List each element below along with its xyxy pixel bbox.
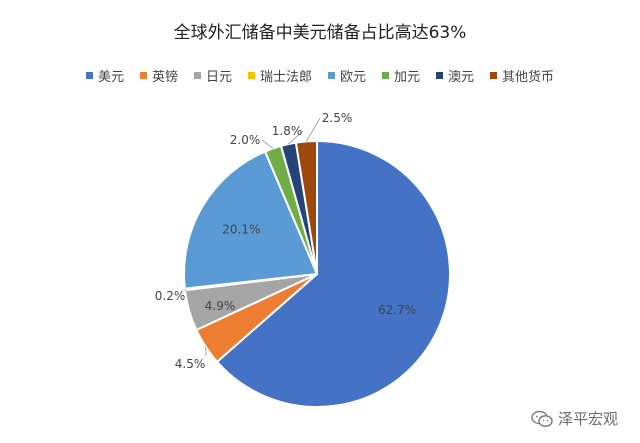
leader-line <box>288 130 304 145</box>
legend-swatch <box>382 72 390 79</box>
pie-slice <box>183 150 319 290</box>
legend-label: 澳元 <box>448 70 475 85</box>
chart-legend: 美元 英镑 日元 瑞士法郎 欧元 加元 澳元 其他货币 <box>0 66 640 85</box>
legend-label: 欧元 <box>340 70 367 85</box>
legend-swatch <box>139 72 147 79</box>
watermark-text: 泽平宏观 <box>557 410 618 428</box>
wechat-icon <box>531 410 553 427</box>
legend-label: 日元 <box>205 70 232 85</box>
slice-label: 62.7% <box>378 303 416 317</box>
legend-swatch <box>490 72 498 79</box>
pie-slice <box>294 139 318 275</box>
slice-label: 4.5% <box>175 357 206 371</box>
slice-label: 20.1% <box>222 223 260 237</box>
watermark: 泽平宏观 <box>531 408 618 429</box>
legend-item: 美元 <box>85 66 124 85</box>
slice-label: 1.8% <box>272 124 303 138</box>
slice-label: 2.0% <box>230 133 261 147</box>
legend-item: 加元 <box>382 66 420 85</box>
legend-label: 加元 <box>394 70 421 85</box>
slice-label: 4.9% <box>205 299 236 313</box>
legend-swatch <box>328 72 335 79</box>
slice-label: 2.5% <box>322 111 353 125</box>
pie-slice <box>215 139 451 408</box>
legend-label: 英镑 <box>151 70 178 85</box>
legend-item: 其他货币 <box>490 66 554 85</box>
legend-item: 英镑 <box>139 66 178 85</box>
legend-swatch <box>247 72 255 79</box>
legend-label: 其他货币 <box>502 70 555 85</box>
legend-item: 瑞士法郎 <box>247 66 312 85</box>
leader-line <box>261 139 274 149</box>
slice-label: 0.2% <box>155 289 186 303</box>
leader-line <box>305 117 321 142</box>
legend-item: 欧元 <box>328 66 366 85</box>
legend-swatch <box>193 72 201 79</box>
legend-label: 瑞士法郎 <box>259 70 312 85</box>
legend-item: 日元 <box>193 66 232 85</box>
legend-swatch <box>436 72 444 79</box>
leader-line <box>184 289 191 297</box>
legend-swatch <box>85 72 93 79</box>
chart-title: 全球外汇储备中美元储备占比高达63% <box>173 23 467 43</box>
legend-label: 美元 <box>97 70 124 85</box>
legend-item: 澳元 <box>436 66 474 85</box>
